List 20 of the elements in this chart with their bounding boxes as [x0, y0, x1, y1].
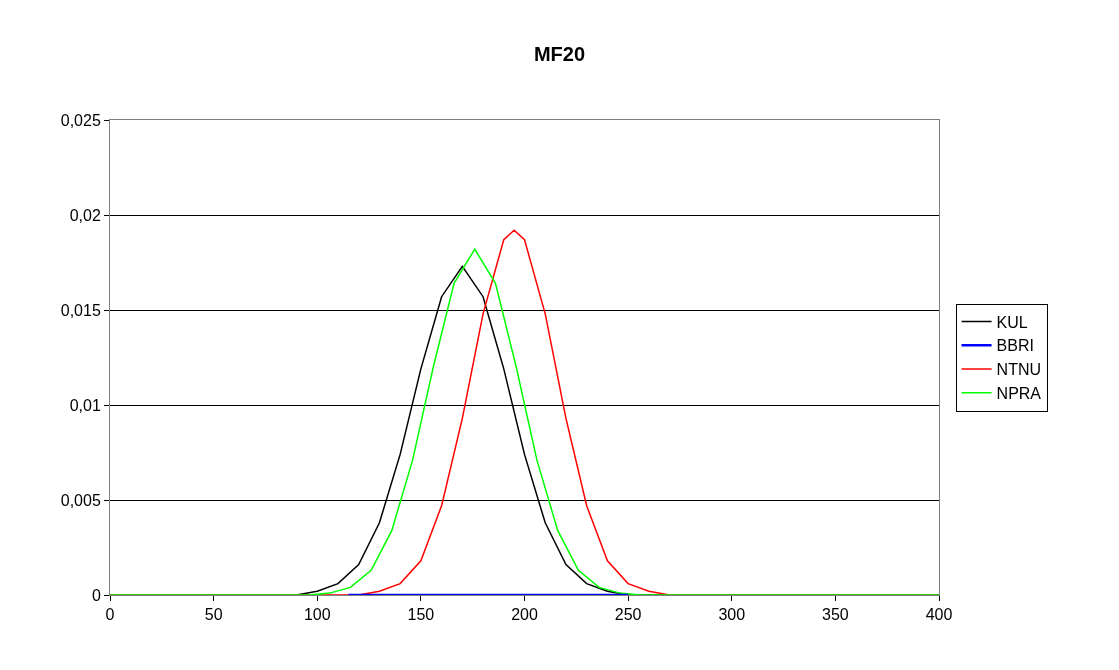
y-tick-label: 0,02: [69, 206, 101, 224]
x-tick-label: 200: [511, 606, 538, 624]
x-tick-label: 50: [204, 606, 223, 624]
legend-label: BBRI: [996, 337, 1034, 355]
legend-label: NPRA: [996, 385, 1042, 403]
x-tick-label: 250: [614, 606, 642, 624]
x-tick-label: 400: [925, 606, 953, 624]
y-tick-label: 0,015: [60, 301, 101, 319]
x-tick-label: 100: [303, 606, 331, 624]
y-tick-label: 0,025: [60, 111, 101, 129]
y-tick-label: 0,005: [60, 491, 101, 509]
chart-title: MF20: [533, 42, 586, 65]
x-tick-label: 150: [407, 606, 435, 624]
y-tick-label: 0: [91, 586, 101, 604]
legend-label: NTNU: [996, 361, 1042, 379]
y-tick-label: 0,01: [69, 396, 101, 414]
legend-label: KUL: [996, 313, 1028, 331]
x-tick-label: 0: [105, 606, 115, 624]
x-tick-label: 350: [822, 606, 849, 624]
x-tick-label: 300: [718, 606, 746, 624]
